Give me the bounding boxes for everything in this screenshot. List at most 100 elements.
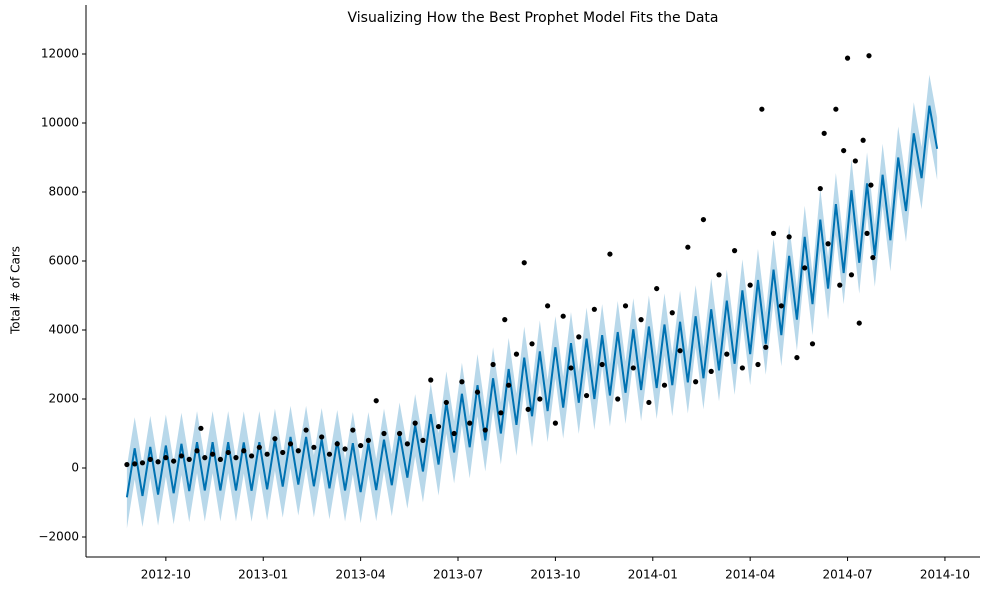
- observed-point: [576, 334, 582, 340]
- observed-point: [537, 396, 543, 402]
- observed-point: [482, 427, 488, 433]
- plot-area: [124, 53, 939, 529]
- observed-point: [724, 351, 730, 357]
- observed-point: [860, 137, 866, 143]
- observed-point: [303, 427, 309, 433]
- observed-point: [755, 361, 761, 368]
- observed-point: [685, 244, 691, 250]
- x-tick-label: 2014-01: [628, 568, 678, 582]
- observed-point: [809, 341, 816, 347]
- observed-point: [552, 420, 558, 426]
- observed-point: [139, 460, 146, 466]
- observed-point: [607, 251, 613, 257]
- observed-point: [868, 182, 874, 188]
- observed-point: [198, 425, 204, 431]
- chart-title: Visualizing How the Best Prophet Model F…: [347, 10, 718, 26]
- observed-point: [677, 348, 683, 354]
- observed-point: [147, 456, 153, 462]
- observed-point: [599, 361, 605, 368]
- observed-point: [770, 230, 777, 236]
- observed-point: [817, 185, 823, 192]
- observed-point: [451, 430, 457, 437]
- x-tick-label: 2014-07: [822, 568, 872, 582]
- observed-point: [334, 441, 340, 447]
- observed-point: [350, 427, 356, 433]
- observed-point: [506, 382, 512, 388]
- observed-point: [646, 399, 652, 406]
- observed-point: [178, 453, 185, 459]
- observed-point: [280, 449, 286, 456]
- observed-point: [435, 423, 442, 430]
- observed-point: [583, 392, 590, 399]
- observed-point: [630, 365, 636, 371]
- observed-point: [778, 303, 784, 309]
- observed-point: [459, 379, 465, 385]
- observed-point: [615, 396, 621, 402]
- observed-point: [412, 420, 418, 426]
- observed-point: [233, 455, 239, 461]
- observed-point: [490, 361, 496, 368]
- y-axis-label: Total # of Cars: [9, 246, 23, 335]
- forecast-line: [125, 105, 939, 498]
- observed-point: [693, 379, 699, 385]
- observed-point: [841, 147, 847, 154]
- observed-point: [474, 389, 481, 395]
- observed-point: [396, 430, 403, 437]
- y-tick-label: 4000: [48, 322, 79, 336]
- observed-point: [264, 451, 270, 457]
- observed-point: [381, 430, 387, 437]
- observed-point: [326, 451, 333, 457]
- observed-point: [241, 448, 247, 454]
- observed-point: [833, 106, 839, 112]
- observed-point: [210, 451, 216, 457]
- observed-point: [794, 354, 800, 361]
- y-tick-label: 10000: [41, 115, 79, 129]
- observed-point: [225, 449, 231, 456]
- observed-point: [837, 282, 843, 288]
- x-tick-label: 2013-07: [433, 568, 483, 582]
- observed-point: [428, 377, 434, 383]
- observed-point: [498, 410, 504, 416]
- observed-point: [866, 53, 872, 59]
- x-tick-label: 2014-04: [725, 568, 775, 582]
- observed-point: [155, 459, 161, 465]
- observed-point: [759, 106, 765, 112]
- observed-point: [124, 461, 130, 468]
- observed-point: [171, 458, 177, 464]
- observed-point: [700, 216, 707, 223]
- observed-point: [194, 448, 200, 454]
- observed-point: [716, 272, 722, 278]
- observed-point: [638, 317, 644, 323]
- observed-point: [731, 248, 738, 254]
- observed-point: [132, 461, 138, 467]
- observed-point: [708, 368, 714, 374]
- observed-point: [404, 441, 410, 447]
- observed-point: [661, 382, 668, 388]
- observed-point: [802, 265, 808, 271]
- x-tick-label: 2013-01: [238, 568, 288, 582]
- y-tick-label: 8000: [48, 184, 79, 198]
- observed-point: [420, 437, 426, 443]
- observed-point: [342, 446, 348, 452]
- observed-point: [186, 456, 192, 462]
- y-tick-label: 2000: [48, 391, 79, 405]
- observed-point: [295, 448, 301, 454]
- observed-point: [870, 254, 876, 261]
- x-tick-label: 2013-10: [530, 568, 580, 582]
- observed-point: [502, 317, 508, 323]
- observed-point: [560, 313, 566, 319]
- observed-point: [568, 365, 574, 371]
- y-tick-label: −2000: [38, 529, 79, 543]
- observed-point: [319, 434, 325, 440]
- observed-point: [622, 303, 629, 309]
- observed-point: [763, 344, 769, 350]
- y-tick-label: 0: [71, 460, 79, 474]
- observed-point: [848, 272, 855, 278]
- observed-point: [654, 285, 660, 292]
- observed-point: [358, 442, 364, 449]
- observed-point: [256, 444, 262, 450]
- x-tick-label: 2013-04: [336, 568, 386, 582]
- observed-point: [373, 398, 379, 404]
- observed-point: [513, 351, 520, 357]
